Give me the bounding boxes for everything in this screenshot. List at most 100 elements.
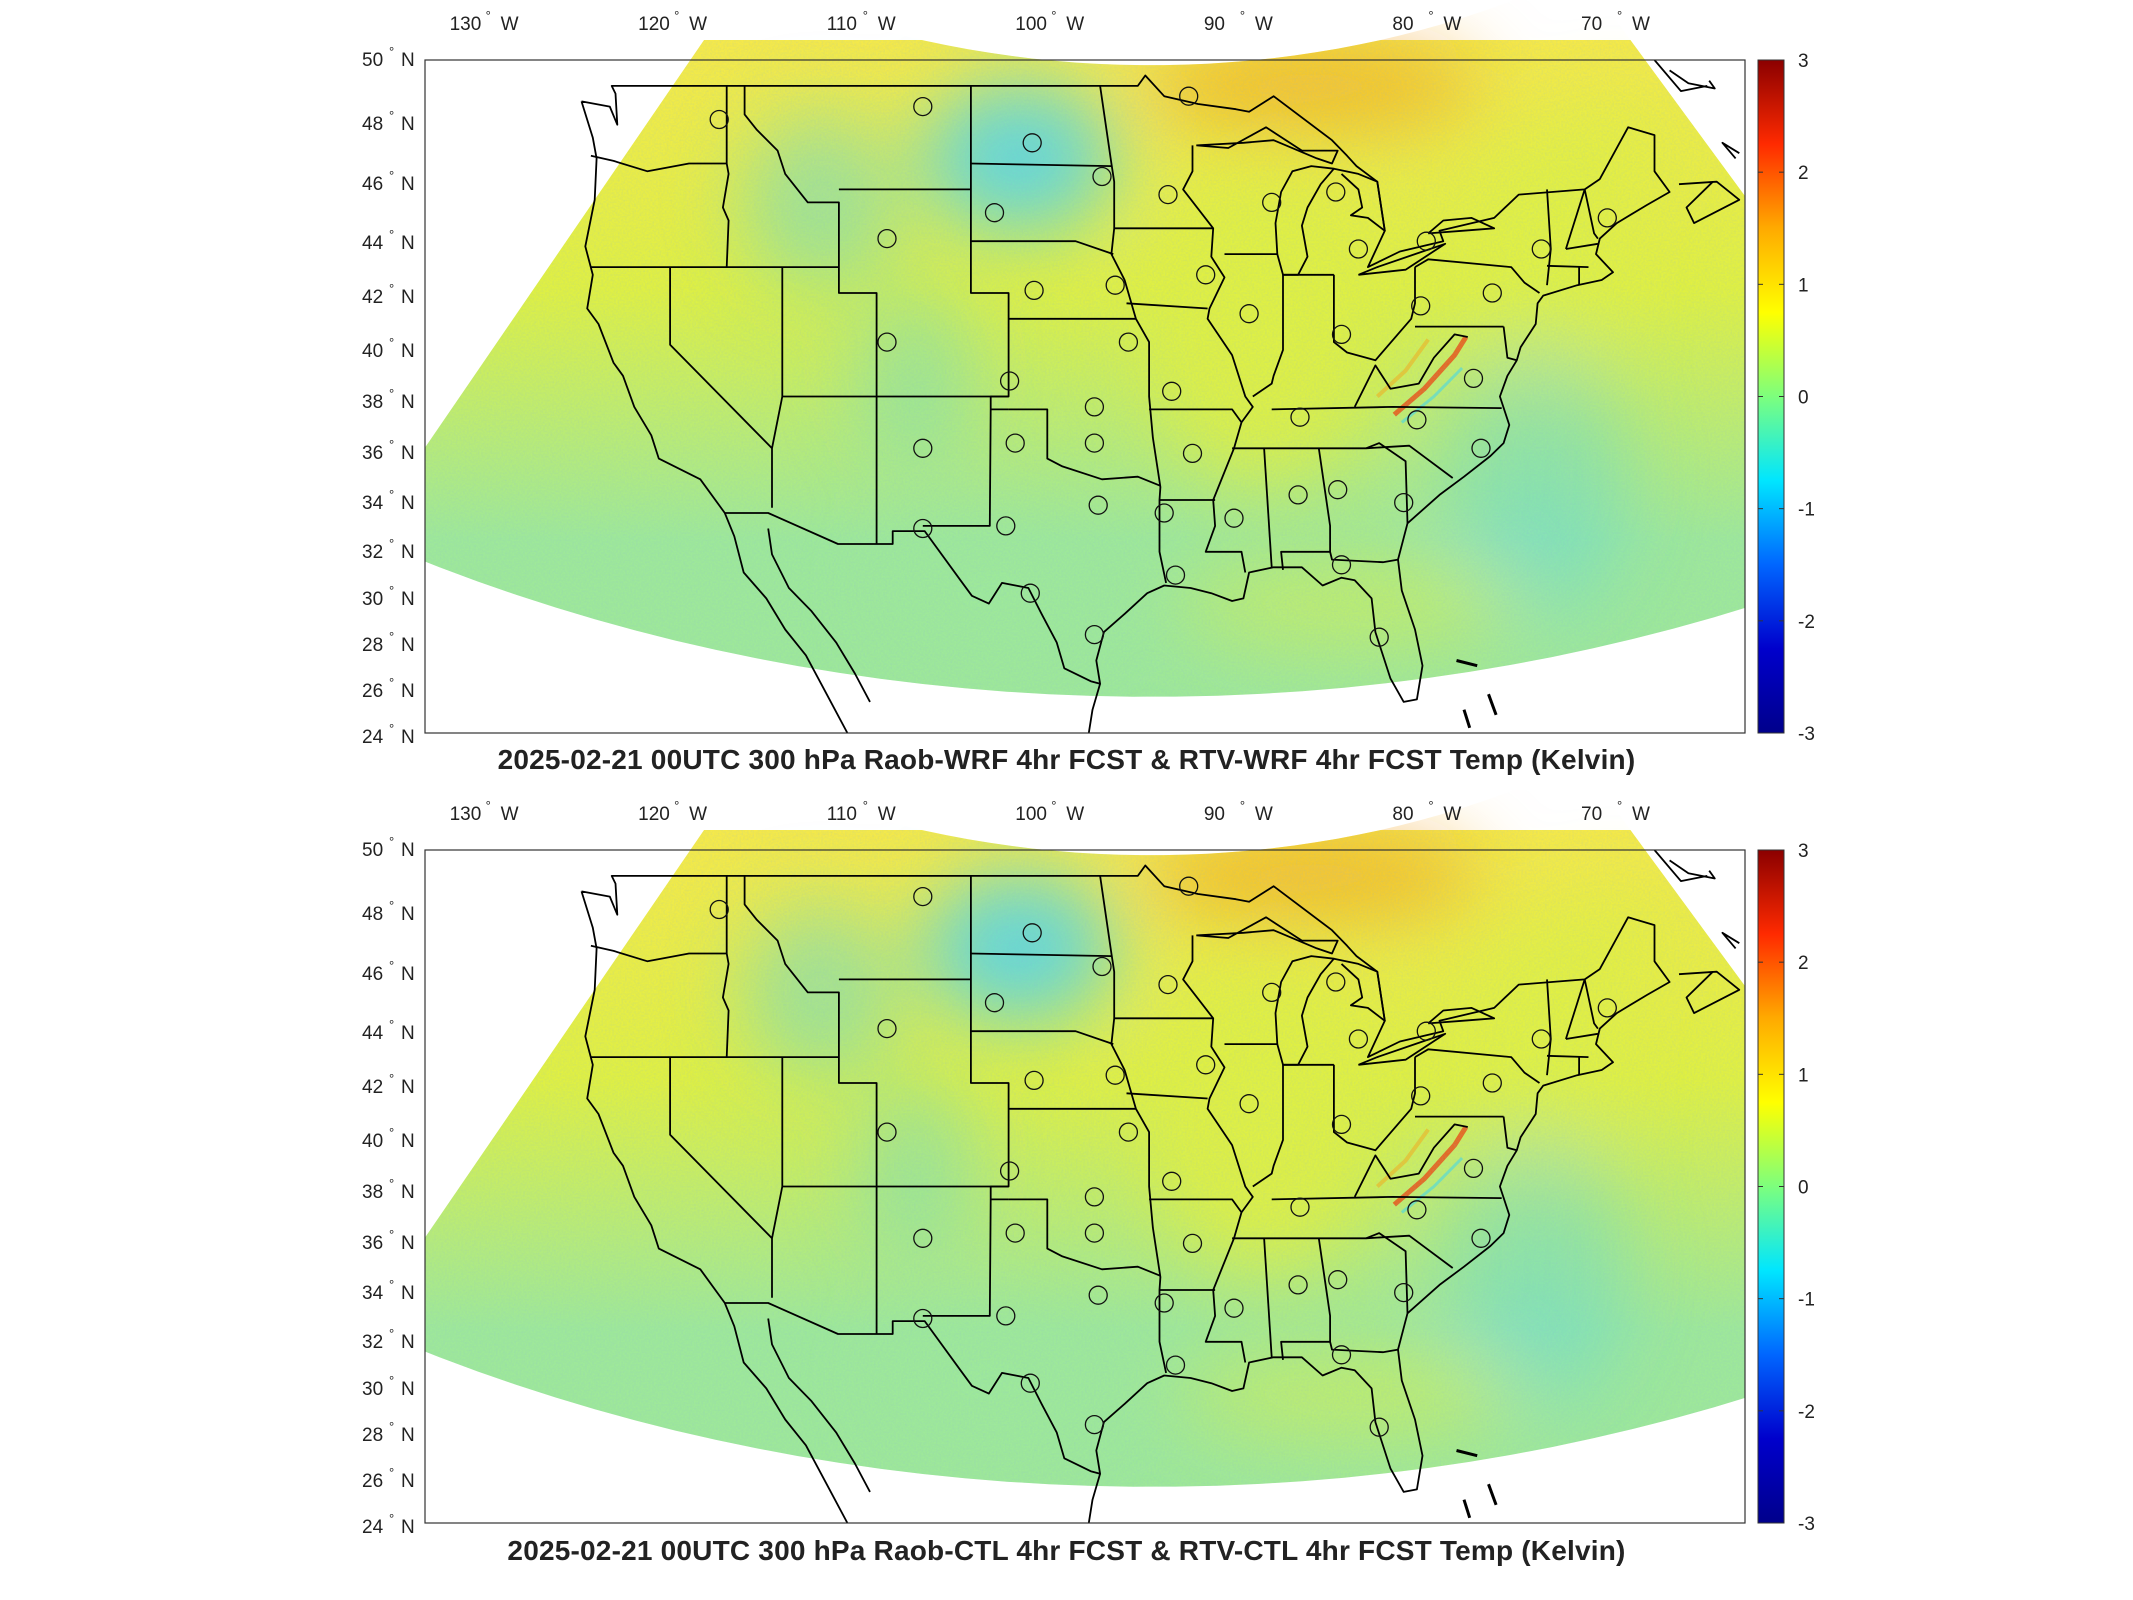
hemisphere-label: W bbox=[501, 14, 519, 35]
hemisphere-label: N bbox=[401, 964, 415, 985]
raob-station-marker bbox=[913, 96, 933, 117]
hemisphere-label: N bbox=[401, 1023, 415, 1044]
degree-symbol: ° bbox=[389, 675, 394, 690]
latitude-labels: 50 ° N 48 ° N 46 ° N 44 ° N 42 ° N 40 ° N 38 ° N 36 ° N 34 ° N 32 ° N… bbox=[362, 44, 415, 748]
hemisphere-label: W bbox=[1632, 14, 1650, 35]
raob-station-marker bbox=[1162, 1171, 1182, 1191]
degree-symbol: ° bbox=[389, 898, 394, 913]
hemisphere-label: N bbox=[401, 542, 415, 563]
state-border bbox=[922, 85, 1010, 527]
raob-station-marker bbox=[1118, 332, 1139, 352]
hemisphere-label: W bbox=[1255, 804, 1273, 825]
state-border bbox=[970, 1030, 1114, 1045]
state-border bbox=[1329, 551, 1399, 564]
raob-station-marker bbox=[1597, 208, 1617, 228]
hemisphere-label: N bbox=[401, 1077, 415, 1098]
latitude-tick-label: 46 bbox=[362, 174, 383, 195]
hemisphere-label: N bbox=[401, 1332, 415, 1353]
longitude-tick-label: 110 bbox=[827, 14, 857, 35]
map-boundaries bbox=[580, 850, 1741, 1523]
state-border bbox=[1252, 274, 1284, 398]
degree-symbol: ° bbox=[389, 1227, 394, 1242]
top-map-figure: 130 ° W 120 ° W 110 ° W 100 ° W 90 ° W 80 ° W 70 ° W50 ° N48 ° N… bbox=[362, 8, 1815, 748]
degree-symbol: ° bbox=[1051, 8, 1056, 23]
raob-station-marker bbox=[1416, 231, 1436, 251]
raob-station-marker bbox=[1290, 1197, 1310, 1217]
degree-symbol: ° bbox=[863, 798, 868, 813]
state-border bbox=[743, 85, 878, 544]
degree-symbol: ° bbox=[674, 798, 679, 813]
state-border bbox=[970, 952, 1112, 957]
raob-station-marker bbox=[913, 1308, 933, 1329]
degree-symbol: ° bbox=[863, 8, 868, 23]
longitude-labels: 130 ° W 120 ° W 110 ° W 100 ° W 90 ° W 80 ° W 70 ° W bbox=[450, 8, 1650, 35]
raob-station-marker bbox=[1024, 1070, 1044, 1091]
raob-station-marker bbox=[1471, 1228, 1491, 1248]
latitude-tick-label: 28 bbox=[362, 1425, 383, 1446]
degree-symbol: ° bbox=[389, 721, 394, 736]
raob-station-marker bbox=[913, 1228, 933, 1248]
degree-symbol: ° bbox=[389, 386, 394, 401]
lake-shoreline bbox=[1274, 955, 1335, 1066]
gulf-california-coastline bbox=[767, 1318, 871, 1493]
raob-station-marker bbox=[1196, 1055, 1216, 1075]
hemisphere-label: W bbox=[1066, 14, 1084, 35]
raob-station-marker bbox=[1092, 956, 1112, 977]
hemisphere-label: N bbox=[401, 727, 415, 748]
raob-station-marker bbox=[913, 518, 933, 539]
state-border bbox=[1099, 875, 1167, 1374]
baja-coastline bbox=[723, 1302, 849, 1523]
lake-shoreline bbox=[1427, 216, 1496, 235]
raob-station-marker bbox=[1005, 1223, 1025, 1243]
bottom-panel: 130 ° W 120 ° W 110 ° W 100 ° W 90 ° W 80 ° W 70 ° W 50 ° N 48 ° N… bbox=[0, 790, 2133, 1590]
state-border bbox=[1126, 1092, 1208, 1100]
raob-station-marker bbox=[877, 1122, 897, 1142]
longitude-tick-label: 100 bbox=[1015, 804, 1047, 825]
degree-symbol: ° bbox=[389, 1373, 394, 1388]
raob-station-marker bbox=[1022, 923, 1042, 943]
state-border bbox=[669, 267, 773, 449]
state-border bbox=[743, 875, 878, 1334]
latitude-tick-label: 44 bbox=[362, 1023, 384, 1044]
longitude-tick-label: 100 bbox=[1015, 14, 1047, 35]
longitude-tick-label: 110 bbox=[827, 804, 857, 825]
colorbar-tick-label: 0 bbox=[1798, 1178, 1809, 1199]
state-border bbox=[1565, 1032, 1599, 1040]
latitude-tick-label: 32 bbox=[362, 1332, 383, 1353]
canada-coastline bbox=[1669, 859, 1716, 880]
degree-symbol: ° bbox=[389, 1511, 394, 1526]
latitude-tick-label: 34 bbox=[362, 1283, 384, 1304]
raob-station-marker bbox=[1084, 433, 1105, 453]
raob-station-marker bbox=[1328, 480, 1348, 500]
raob-station-marker bbox=[1394, 1282, 1414, 1303]
state-border bbox=[1329, 1341, 1399, 1354]
raob-station-marker bbox=[1084, 397, 1105, 417]
degree-symbol: ° bbox=[389, 487, 394, 502]
state-border bbox=[590, 154, 727, 173]
degree-symbol: ° bbox=[1617, 798, 1622, 813]
raob-station-marker bbox=[1288, 485, 1308, 505]
raob-station-marker bbox=[1088, 495, 1108, 515]
latitude-tick-label: 40 bbox=[362, 1131, 383, 1152]
raob-station-marker bbox=[1471, 438, 1491, 458]
island-coastline bbox=[1462, 1499, 1472, 1519]
colorbar-tick-label: 2 bbox=[1798, 163, 1809, 184]
degree-symbol: ° bbox=[389, 1071, 394, 1086]
raob-station-marker bbox=[1262, 982, 1282, 1003]
raob-station-marker bbox=[1162, 381, 1182, 401]
longitude-tick-label: 90 bbox=[1204, 804, 1225, 825]
degree-symbol: ° bbox=[389, 1176, 394, 1191]
hemisphere-label: N bbox=[401, 1182, 415, 1203]
raob-station-marker bbox=[1326, 182, 1346, 202]
raob-station-marker bbox=[1088, 1285, 1108, 1305]
colorbar-tick-label: 2 bbox=[1798, 953, 1809, 974]
degree-symbol: ° bbox=[389, 281, 394, 296]
raob-station-marker bbox=[1348, 1029, 1369, 1049]
hemisphere-label: N bbox=[401, 114, 415, 135]
latitude-tick-label: 48 bbox=[362, 904, 383, 925]
hemisphere-label: N bbox=[401, 840, 415, 861]
degree-symbol: ° bbox=[1051, 798, 1056, 813]
hemisphere-label: N bbox=[401, 443, 415, 464]
longitude-tick-label: 90 bbox=[1204, 14, 1225, 35]
hemisphere-label: W bbox=[689, 804, 707, 825]
